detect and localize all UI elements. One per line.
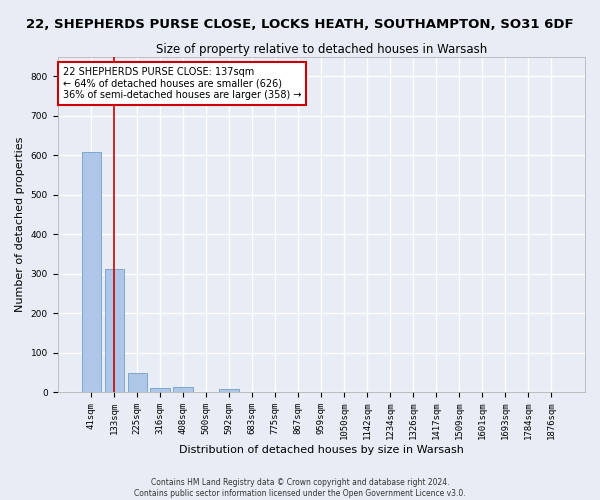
Text: Contains HM Land Registry data © Crown copyright and database right 2024.
Contai: Contains HM Land Registry data © Crown c… (134, 478, 466, 498)
Text: 22 SHEPHERDS PURSE CLOSE: 137sqm
← 64% of detached houses are smaller (626)
36% : 22 SHEPHERDS PURSE CLOSE: 137sqm ← 64% o… (63, 66, 301, 100)
Y-axis label: Number of detached properties: Number of detached properties (15, 136, 25, 312)
Title: Size of property relative to detached houses in Warsash: Size of property relative to detached ho… (155, 42, 487, 56)
Text: 22, SHEPHERDS PURSE CLOSE, LOCKS HEATH, SOUTHAMPTON, SO31 6DF: 22, SHEPHERDS PURSE CLOSE, LOCKS HEATH, … (26, 18, 574, 30)
Bar (128, 373, 147, 392)
Bar (82, 152, 101, 392)
Bar (220, 389, 239, 392)
Bar (151, 388, 170, 392)
Bar (104, 270, 124, 392)
X-axis label: Distribution of detached houses by size in Warsash: Distribution of detached houses by size … (179, 445, 464, 455)
Bar (173, 388, 193, 392)
